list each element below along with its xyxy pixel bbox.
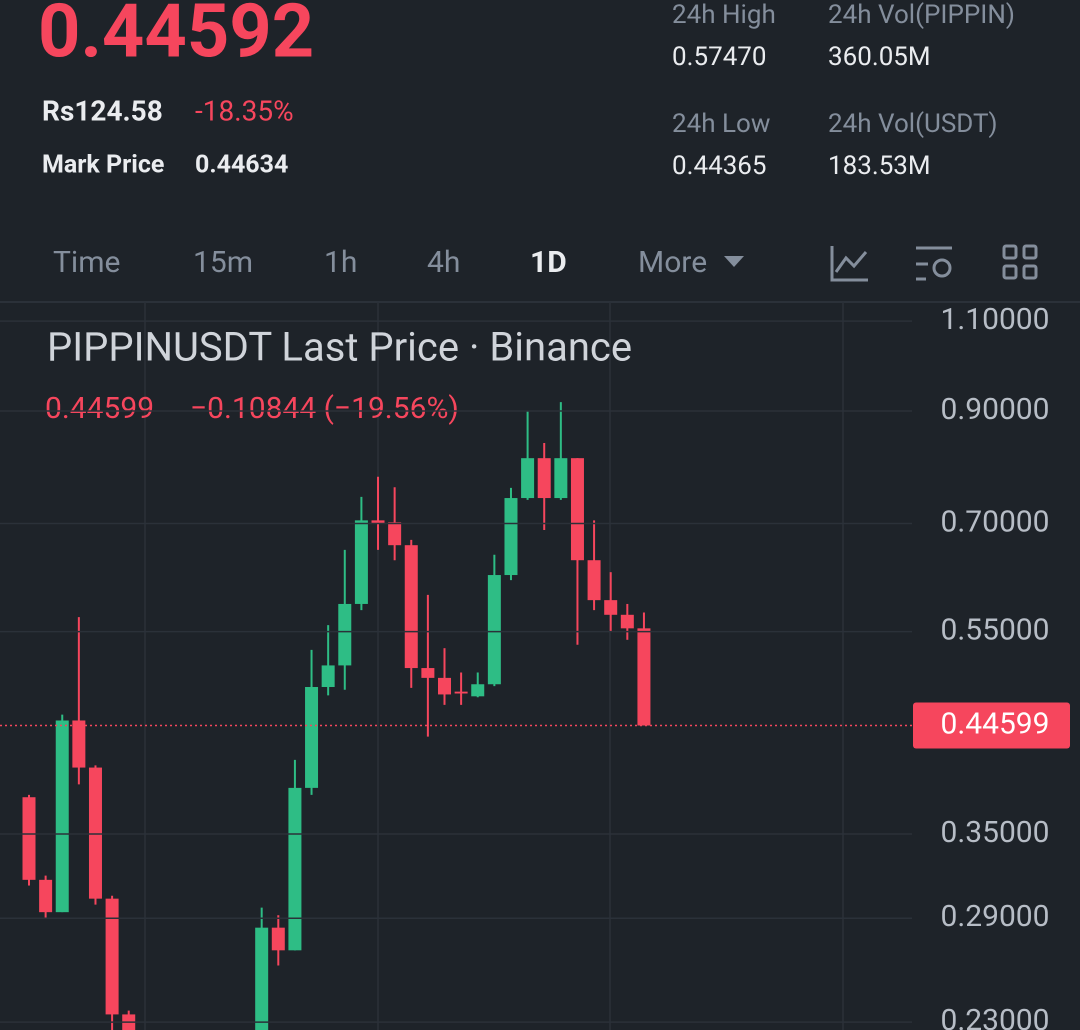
candle-body bbox=[388, 522, 402, 546]
candle-body bbox=[354, 520, 368, 604]
candle-body bbox=[537, 458, 551, 499]
mark-price: 0.44634 bbox=[195, 151, 288, 180]
y-tick-label: 0.29000 bbox=[940, 899, 1049, 934]
candle-body bbox=[421, 668, 435, 678]
stat-label: 24h Vol(USDT) bbox=[828, 109, 998, 139]
dropdown-icon[interactable] bbox=[724, 256, 744, 267]
plot bbox=[22, 402, 651, 1030]
tab[interactable]: 15m bbox=[193, 245, 253, 280]
candle-body bbox=[471, 684, 485, 697]
stat-label: 24h Low bbox=[672, 109, 770, 139]
layout-icon[interactable] bbox=[1002, 244, 1038, 280]
y-tick-label: 0.70000 bbox=[940, 504, 1049, 539]
y-tick-label: 1.10000 bbox=[940, 302, 1049, 337]
stat-label: 24h High bbox=[672, 0, 776, 30]
candle-body bbox=[570, 458, 584, 561]
price: 0.44592 bbox=[38, 0, 314, 76]
candle-body bbox=[22, 797, 36, 880]
stat-value: 0.57470 bbox=[672, 42, 767, 72]
candle-body bbox=[39, 879, 53, 913]
y-tick-label: 0.90000 bbox=[940, 392, 1049, 427]
candle-body bbox=[55, 720, 69, 913]
stat-value: 360.05M bbox=[828, 42, 931, 72]
candle-body bbox=[637, 628, 651, 726]
candle-body bbox=[305, 687, 319, 788]
settings-icon[interactable] bbox=[916, 246, 952, 281]
stat-label: 24h Vol(PIPPIN) bbox=[828, 0, 1015, 30]
tab[interactable]: 4h bbox=[427, 245, 460, 280]
candle-body bbox=[288, 787, 302, 951]
candle-body bbox=[454, 691, 468, 694]
candle-body bbox=[338, 603, 352, 666]
candle-body bbox=[620, 614, 634, 629]
candle-body bbox=[271, 927, 285, 951]
y-tick-label: 0.23000 bbox=[940, 1003, 1049, 1030]
candle-body bbox=[255, 927, 269, 1030]
chart-title: PIPPINUSDT Last Price · Binance bbox=[47, 324, 632, 371]
legend-change: −0.10844 (−19.56%) bbox=[190, 391, 459, 426]
local-price: Rs124.58 bbox=[42, 94, 163, 127]
legend-last: 0.44599 bbox=[45, 391, 154, 426]
candle-body bbox=[371, 520, 385, 524]
tab[interactable]: 1h bbox=[324, 245, 357, 280]
last-price-box bbox=[913, 702, 1070, 749]
candle-body bbox=[587, 560, 601, 601]
tab[interactable]: More bbox=[638, 245, 707, 280]
candle-body bbox=[105, 898, 119, 1015]
candle-body bbox=[521, 458, 535, 499]
mark-label: Mark Price bbox=[42, 151, 164, 180]
last-price-label: 0.44599 bbox=[940, 706, 1049, 741]
stat-value: 183.53M bbox=[828, 151, 931, 181]
candle-body bbox=[404, 545, 418, 669]
tab-active[interactable]: 1D bbox=[530, 245, 567, 280]
candle-body bbox=[438, 677, 451, 695]
candle-body bbox=[321, 665, 335, 688]
candle-body bbox=[72, 720, 86, 768]
y-tick-label: 0.35000 bbox=[940, 815, 1049, 850]
candle-body bbox=[554, 458, 568, 499]
tab[interactable]: Time bbox=[53, 245, 120, 280]
v-grid bbox=[144, 302, 844, 1030]
candle-body bbox=[487, 575, 501, 685]
change-pct: -18.35% bbox=[195, 94, 294, 127]
stat-value: 0.44365 bbox=[672, 151, 767, 181]
indicator-icon[interactable] bbox=[830, 246, 868, 282]
y-tick-label: 0.55000 bbox=[940, 613, 1049, 648]
candle-body bbox=[504, 498, 518, 576]
candle-body bbox=[88, 767, 102, 899]
candle-body bbox=[604, 600, 618, 615]
